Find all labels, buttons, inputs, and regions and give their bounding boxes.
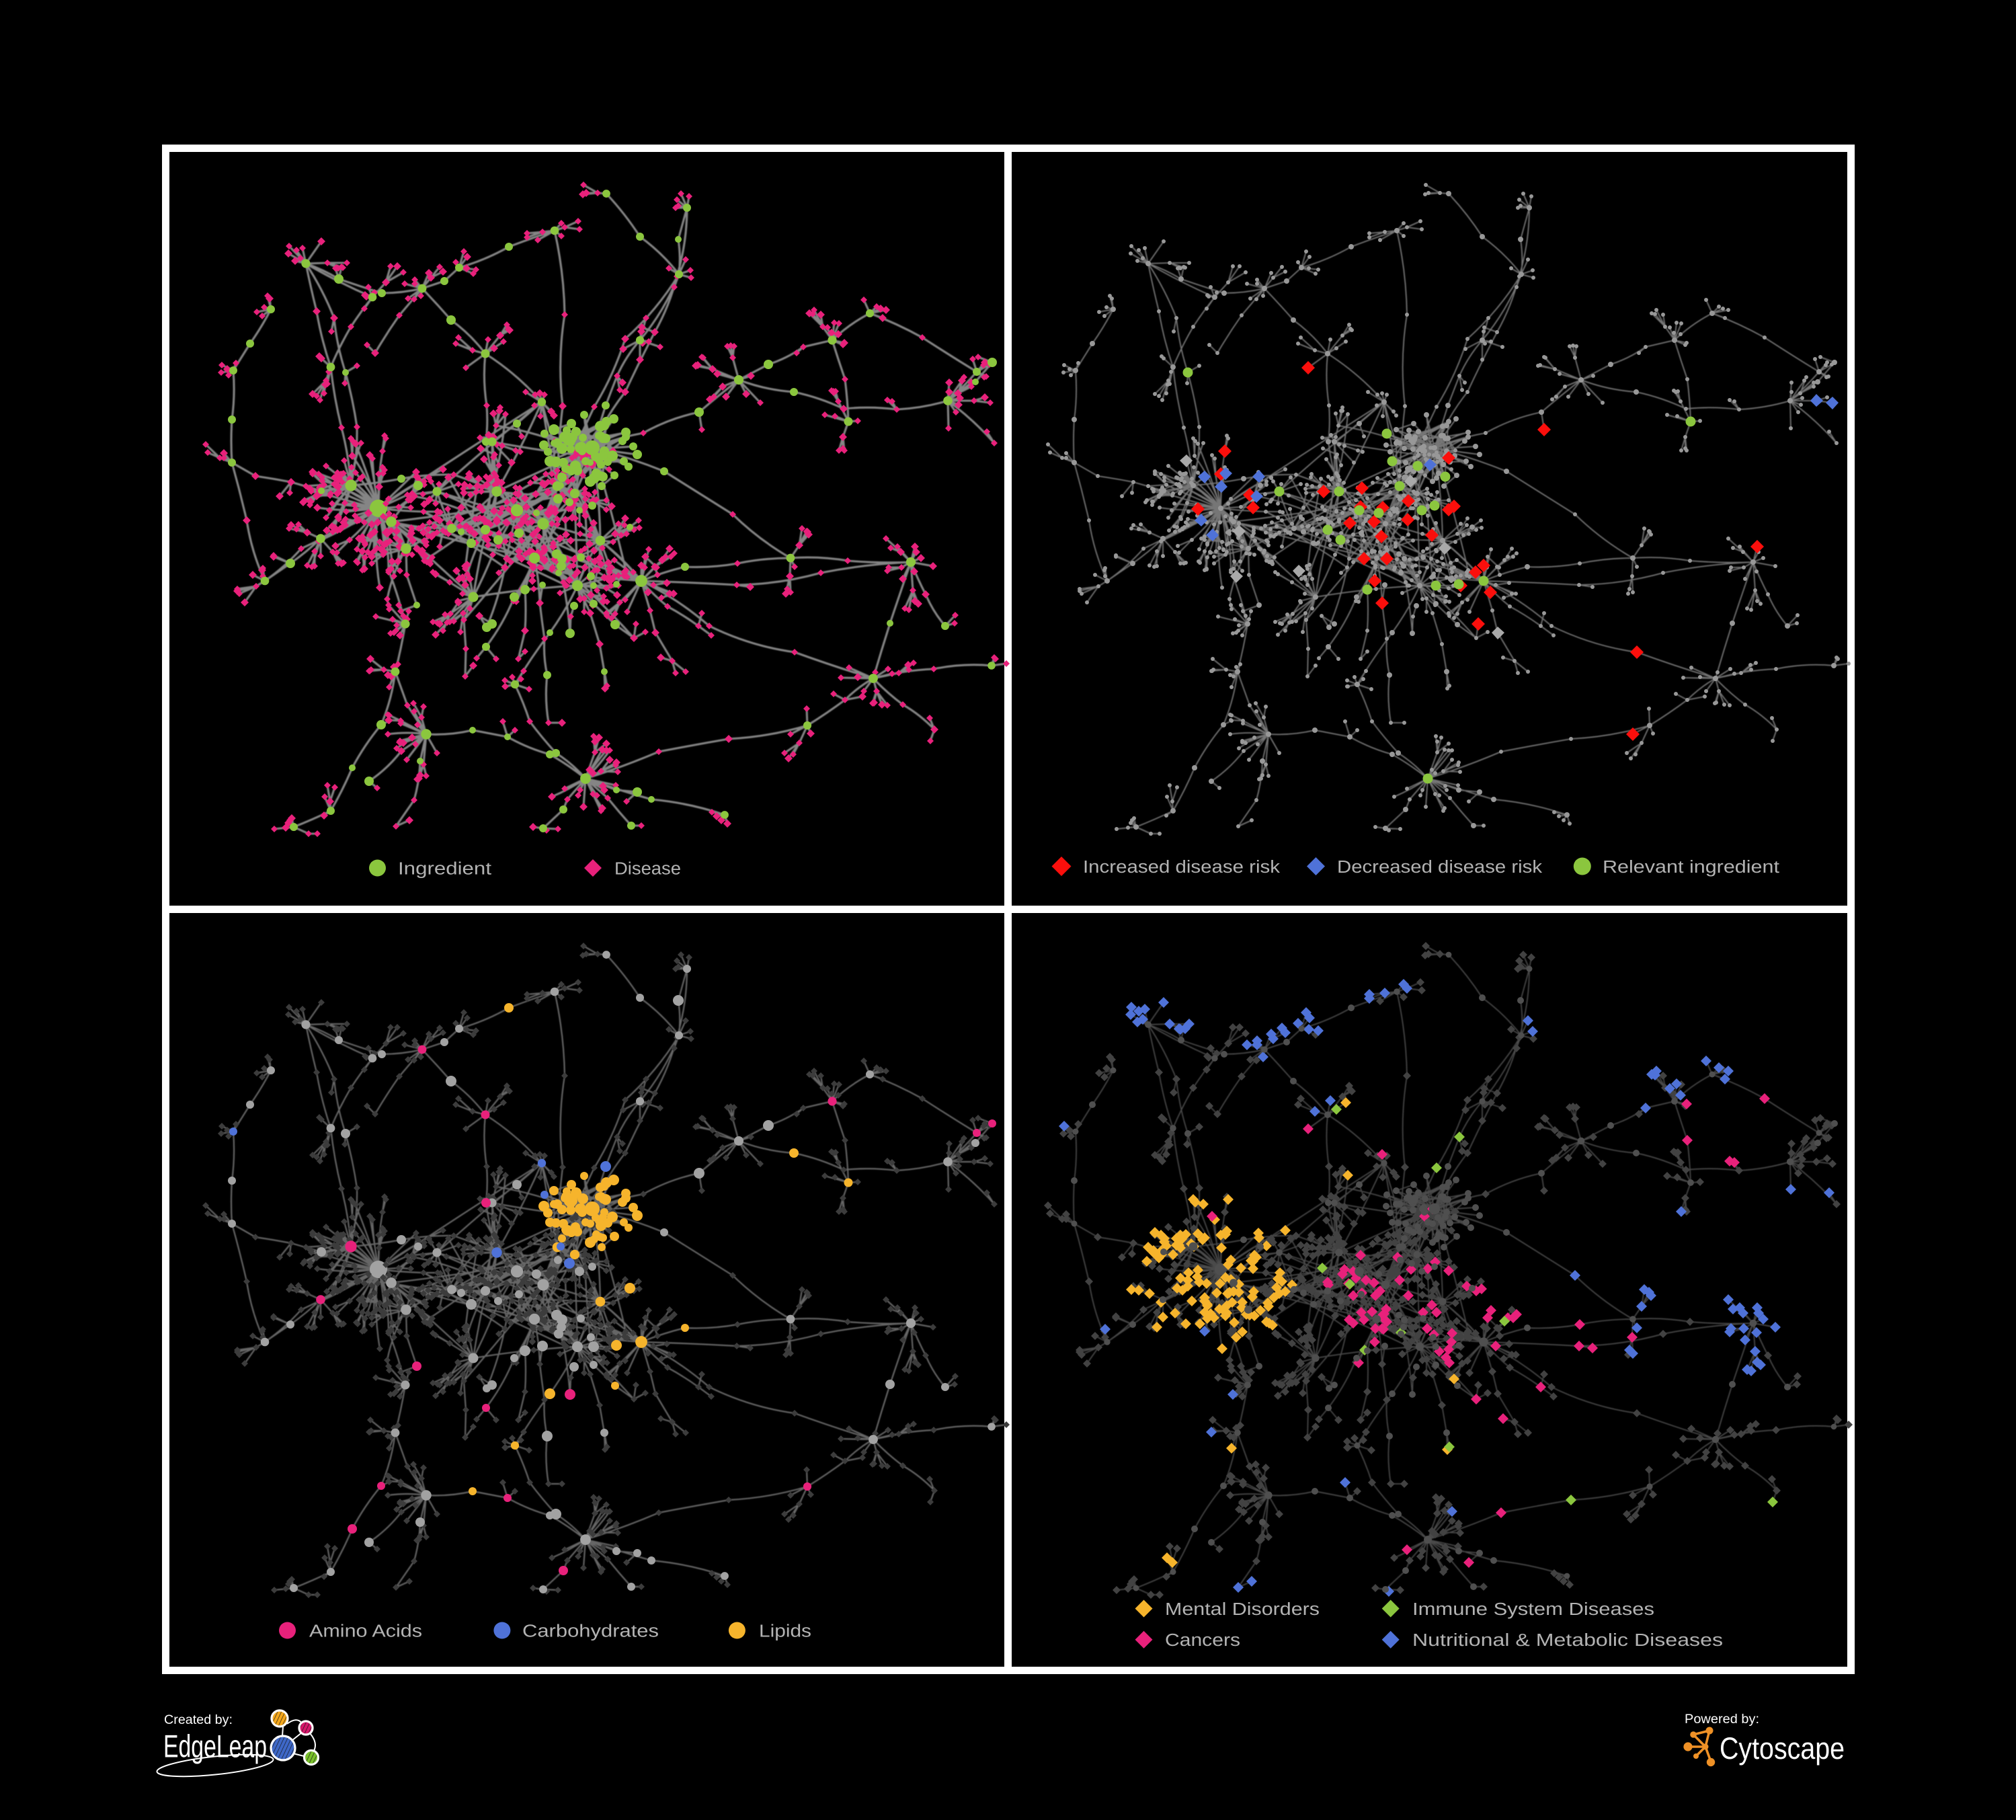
svg-text:Powered by:: Powered by:	[1685, 1712, 1759, 1727]
svg-text:Immune System Diseases: Immune System Diseases	[1412, 1600, 1654, 1619]
svg-text:Decreased disease risk: Decreased disease risk	[1337, 858, 1542, 877]
svg-text:Cancers: Cancers	[1165, 1631, 1240, 1650]
svg-text:Carbohydrates: Carbohydrates	[522, 1622, 659, 1641]
svg-text:Nutritional & Metabolic Diseas: Nutritional & Metabolic Diseases	[1412, 1631, 1723, 1650]
svg-text:EdgeLeap: EdgeLeap	[163, 1729, 267, 1764]
svg-text:Created by:: Created by:	[164, 1713, 233, 1727]
svg-text:Amino Acids: Amino Acids	[309, 1622, 422, 1641]
svg-text:Increased disease risk: Increased disease risk	[1083, 858, 1280, 877]
svg-text:Cytoscape: Cytoscape	[1720, 1731, 1845, 1766]
svg-text:Relevant ingredient: Relevant ingredient	[1603, 858, 1779, 877]
svg-text:Ingredient: Ingredient	[398, 860, 491, 879]
svg-text:Disease: Disease	[614, 860, 681, 879]
svg-text:Mental Disorders: Mental Disorders	[1165, 1600, 1320, 1619]
svg-text:Lipids: Lipids	[759, 1622, 811, 1641]
